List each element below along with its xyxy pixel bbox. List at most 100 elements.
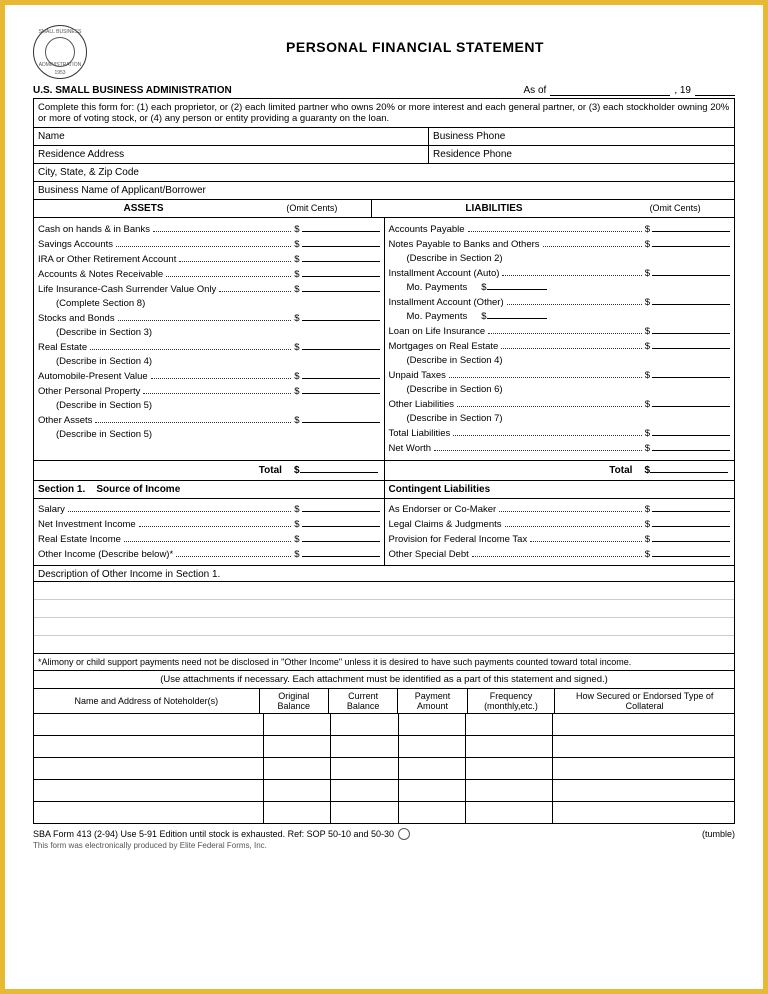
asof-date-field[interactable] xyxy=(550,95,670,96)
line-label: Mortgages on Real Estate xyxy=(389,340,499,354)
amount-field[interactable] xyxy=(302,282,380,292)
dollar-sign: $ xyxy=(644,465,650,476)
noteholder-header: Name and Address of Noteholder(s) Origin… xyxy=(34,688,734,713)
total-assets-field[interactable] xyxy=(300,472,378,473)
amount-field[interactable] xyxy=(302,369,380,379)
blank-line[interactable] xyxy=(34,636,734,654)
blank-line[interactable] xyxy=(34,582,734,600)
line-item: Loan on Life Insurance$ xyxy=(389,324,731,339)
line-item: Accounts Payable$ xyxy=(389,222,731,237)
city-field[interactable]: City, State, & Zip Code xyxy=(34,164,734,182)
row-addr-phone: Residence Address Residence Phone xyxy=(34,146,734,164)
instructions: Complete this form for: (1) each proprie… xyxy=(34,99,734,128)
amount-field[interactable] xyxy=(652,324,730,334)
omit-cents-right: (Omit Cents) xyxy=(616,200,734,217)
line-label: Loan on Life Insurance xyxy=(389,325,486,339)
sba-seal-icon: SMALL BUSINESS ADMINISTRATION 1953 xyxy=(33,25,87,79)
line-item: Other Income (Describe below)*$ xyxy=(38,547,380,562)
col-noteholder: Name and Address of Noteholder(s) xyxy=(34,689,260,713)
line-item: Real Estate Income$ xyxy=(38,532,380,547)
line-item: (Describe in Section 7) xyxy=(389,412,731,426)
amount-field[interactable] xyxy=(302,384,380,394)
line-item: Other Liabilities$ xyxy=(389,397,731,412)
amount-field[interactable] xyxy=(487,318,547,319)
line-item: Notes Payable to Banks and Others$ xyxy=(389,237,731,252)
amount-field[interactable] xyxy=(302,311,380,321)
line-item: Net Worth$ xyxy=(389,441,731,456)
amount-field[interactable] xyxy=(652,441,730,451)
line-label: (Describe in Section 7) xyxy=(407,412,503,426)
amount-field[interactable] xyxy=(302,222,380,232)
line-label: Mo. Payments xyxy=(407,281,468,295)
residence-phone-field[interactable]: Residence Phone xyxy=(429,146,734,163)
amount-field[interactable] xyxy=(652,237,730,247)
tumble-label: (tumble) xyxy=(702,829,735,839)
business-name-field[interactable]: Business Name of Applicant/Borrower xyxy=(34,182,734,200)
blank-line[interactable] xyxy=(34,618,734,636)
amount-field[interactable] xyxy=(652,397,730,407)
amount-field[interactable] xyxy=(302,413,380,423)
dollar-sign: $ xyxy=(294,465,300,476)
table-row[interactable] xyxy=(34,735,734,757)
income-column: Salary$Net Investment Income$Real Estate… xyxy=(34,499,384,565)
line-item: As Endorser or Co-Maker$ xyxy=(389,502,731,517)
totals-row: Total $ Total $ xyxy=(34,461,734,481)
amount-field[interactable] xyxy=(302,517,380,527)
line-item: (Describe in Section 6) xyxy=(389,383,731,397)
amount-field[interactable] xyxy=(652,295,730,305)
asof-year-field[interactable] xyxy=(695,95,735,96)
business-phone-field[interactable]: Business Phone xyxy=(429,128,734,145)
line-label: Other Personal Property xyxy=(38,385,140,399)
line-item: (Describe in Section 4) xyxy=(38,355,380,369)
amount-field[interactable] xyxy=(652,222,730,232)
sub-header: U.S. SMALL BUSINESS ADMINISTRATION As of… xyxy=(33,85,735,96)
liabilities-column: Accounts Payable$Notes Payable to Banks … xyxy=(384,218,735,460)
amount-field[interactable] xyxy=(302,237,380,247)
liabilities-header: LIABILITIES xyxy=(371,200,616,217)
amount-field[interactable] xyxy=(652,339,730,349)
blank-line[interactable] xyxy=(34,600,734,618)
page: SMALL BUSINESS ADMINISTRATION 1953 PERSO… xyxy=(5,5,763,989)
assets-liab-body: Cash on hands & in Banks$Savings Account… xyxy=(34,218,734,461)
total-liab-field[interactable] xyxy=(650,472,728,473)
amount-field[interactable] xyxy=(302,267,380,277)
amount-field[interactable] xyxy=(302,340,380,350)
line-item: Other Special Debt$ xyxy=(389,547,731,562)
seal-bottom: ADMINISTRATION xyxy=(34,62,86,68)
amount-field[interactable] xyxy=(652,502,730,512)
line-item: Mo. Payments $ xyxy=(389,281,731,295)
line-item: Savings Accounts$ xyxy=(38,237,380,252)
amount-field[interactable] xyxy=(487,289,547,290)
col-collateral: How Secured or Endorsed Type of Collater… xyxy=(555,689,734,713)
residence-address-field[interactable]: Residence Address xyxy=(34,146,429,163)
amount-field[interactable] xyxy=(652,547,730,557)
noteholder-rows xyxy=(34,713,734,823)
amount-field[interactable] xyxy=(302,547,380,557)
table-row[interactable] xyxy=(34,757,734,779)
line-item: Total Liabilities$ xyxy=(389,426,731,441)
table-row[interactable] xyxy=(34,801,734,823)
amount-field[interactable] xyxy=(652,517,730,527)
line-label: (Describe in Section 2) xyxy=(407,252,503,266)
amount-field[interactable] xyxy=(652,532,730,542)
amount-field[interactable] xyxy=(652,426,730,436)
recycle-icon xyxy=(398,828,410,840)
amount-field[interactable] xyxy=(302,532,380,542)
amount-field[interactable] xyxy=(652,368,730,378)
name-field[interactable]: Name xyxy=(34,128,429,145)
amount-field[interactable] xyxy=(302,252,380,262)
amount-field[interactable] xyxy=(302,502,380,512)
line-item: Installment Account (Other)$ xyxy=(389,295,731,310)
line-label: Total Liabilities xyxy=(389,427,451,441)
section1-body: Salary$Net Investment Income$Real Estate… xyxy=(34,499,734,566)
line-label: Mo. Payments xyxy=(407,310,468,324)
amount-field[interactable] xyxy=(652,266,730,276)
table-row[interactable] xyxy=(34,713,734,735)
assets-column: Cash on hands & in Banks$Savings Account… xyxy=(34,218,384,460)
table-row[interactable] xyxy=(34,779,734,801)
line-item: Cash on hands & in Banks$ xyxy=(38,222,380,237)
line-label: Legal Claims & Judgments xyxy=(389,518,502,532)
line-label: Real Estate xyxy=(38,341,87,355)
line-label: Net Worth xyxy=(389,442,432,456)
line-label: (Describe in Section 5) xyxy=(56,428,152,442)
